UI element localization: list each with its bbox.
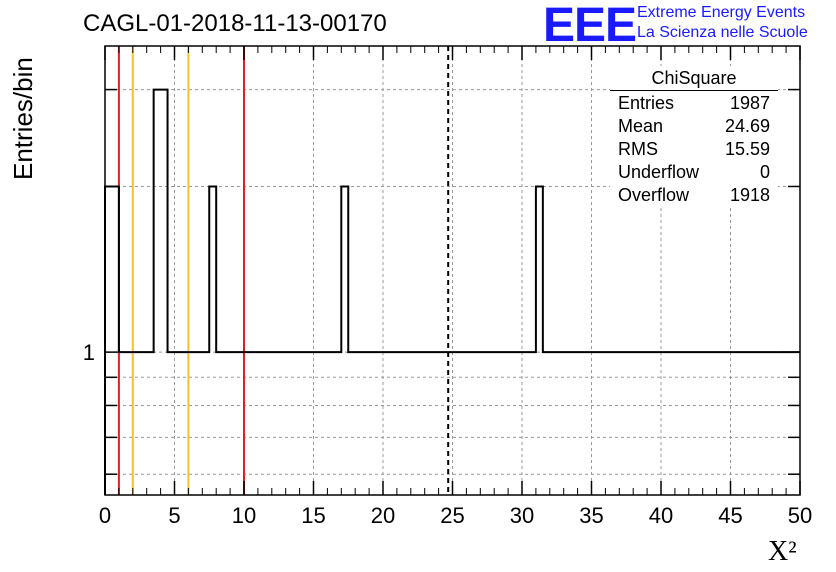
stats-row: RMS 15.59 [610, 138, 778, 161]
stats-value: 24.69 [724, 116, 770, 136]
x-tick-label: 45 [718, 503, 742, 528]
stats-value: 1987 [729, 93, 770, 113]
eee-logo: EEE [543, 0, 637, 52]
y-axis-label: Entries/bin [8, 57, 38, 180]
grid-lines [105, 46, 800, 495]
logo-subtitle-1: Extreme Energy Events [637, 4, 806, 21]
x-tick-label: 50 [788, 503, 812, 528]
x-tick-label: 0 [99, 503, 111, 528]
stats-row: Entries 1987 [610, 92, 778, 115]
stats-title: ChiSquare [610, 66, 778, 91]
x-axis-label: X² [768, 536, 797, 567]
x-tick-label: 40 [649, 503, 673, 528]
x-tick-label: 20 [371, 503, 395, 528]
stats-row: Mean 24.69 [610, 115, 778, 138]
stats-label: RMS [618, 139, 658, 159]
stats-row: Underflow 0 [610, 161, 778, 184]
stats-value: 15.59 [724, 139, 770, 159]
x-tick-label: 10 [232, 503, 256, 528]
y-tick-label: 1 [83, 340, 95, 365]
histogram-steps [104, 88, 800, 495]
stats-value: 1918 [729, 185, 770, 205]
chart-title: CAGL-01-2018-11-13-00170 [83, 10, 387, 37]
stats-label: Entries [618, 93, 675, 113]
stats-label: Underflow [618, 162, 700, 182]
x-tick-label: 5 [168, 503, 180, 528]
axis-tick-labels: 0 5 10 15 20 25 30 35 40 45 50 1 [83, 340, 812, 528]
x-tick-label: 30 [510, 503, 534, 528]
x-tick-label: 35 [579, 503, 603, 528]
axis-ticks [104, 46, 801, 495]
stats-value: 0 [759, 162, 770, 182]
stats-row: Overflow 1918 [610, 184, 778, 207]
x-tick-label: 25 [440, 503, 464, 528]
logo-subtitle-2: La Scienza nelle Scuole [637, 24, 808, 41]
stats-label: Overflow [618, 185, 690, 205]
stats-box: ChiSquare Entries 1987 Mean 24.69 RMS 15.59… [610, 66, 778, 207]
x-tick-label: 15 [301, 503, 325, 528]
stats-label: Mean [618, 116, 664, 136]
